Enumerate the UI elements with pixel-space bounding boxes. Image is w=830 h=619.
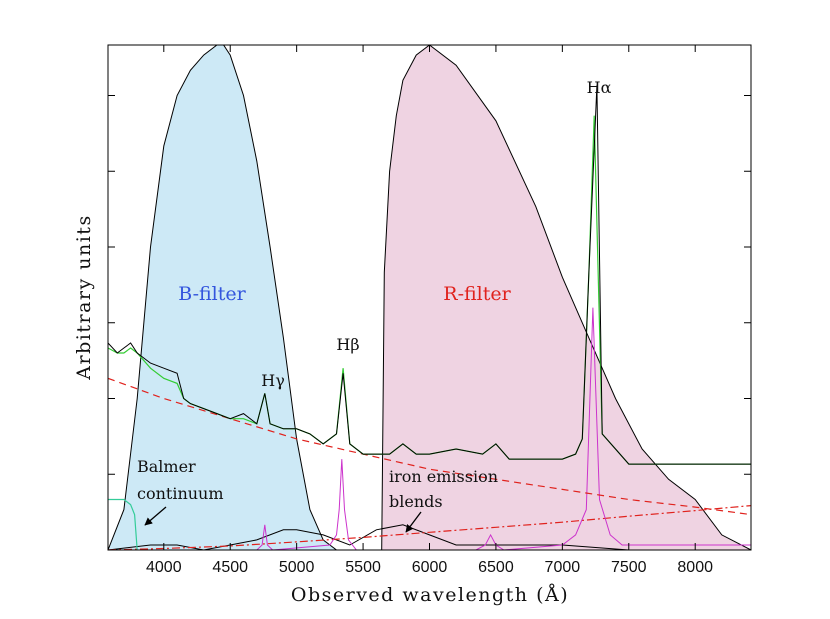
host-dashdot-line [108, 505, 751, 550]
x-tick-label: 4500 [212, 559, 248, 576]
x-tick-label: 6000 [412, 559, 448, 576]
y-axis-title: Arbitrary units [73, 214, 95, 380]
x-axis-title: Observed wavelength (Å) [291, 584, 569, 606]
x-tick-label: 5500 [345, 559, 381, 576]
x-axis-ticks [163, 45, 696, 550]
balmer-continuum-line [108, 498, 138, 550]
x-tick-label: 4000 [146, 559, 182, 576]
h-alpha-label: Hα [587, 78, 612, 97]
y-axis-ticks [108, 95, 751, 475]
h-beta-label: Hβ [336, 335, 359, 354]
iron-emission-annotation-line1: iron emission [389, 467, 498, 486]
r-filter-label: R-filter [443, 283, 511, 305]
b-filter-label: B-filter [178, 283, 246, 305]
x-tick-label: 7000 [545, 559, 581, 576]
x-tick-label: 5000 [279, 559, 315, 576]
balmer-continuum-arrow [144, 506, 167, 526]
iron-emission-arrow [405, 511, 422, 533]
h-gamma-label: Hγ [261, 371, 285, 390]
power-law-continuum-line [108, 377, 751, 516]
x-tick-label: 6500 [478, 559, 514, 576]
balmer-emission-lines [108, 307, 751, 550]
iron-emission-annotation-line2: blends [389, 492, 443, 511]
r-filter-area [381, 45, 751, 550]
balmer-continuum-annotation-line2: continuum [137, 484, 224, 503]
balmer-continuum-annotation-line1: Balmer [137, 457, 196, 476]
x-tick-label: 7500 [611, 559, 647, 576]
spectrum-line [108, 85, 751, 465]
x-tick-label: 8000 [677, 559, 713, 576]
x-axis-tick-labels: 4000 4500 5000 5500 6000 6500 7000 7500 8000 [146, 559, 713, 576]
b-filter-area [108, 45, 338, 550]
